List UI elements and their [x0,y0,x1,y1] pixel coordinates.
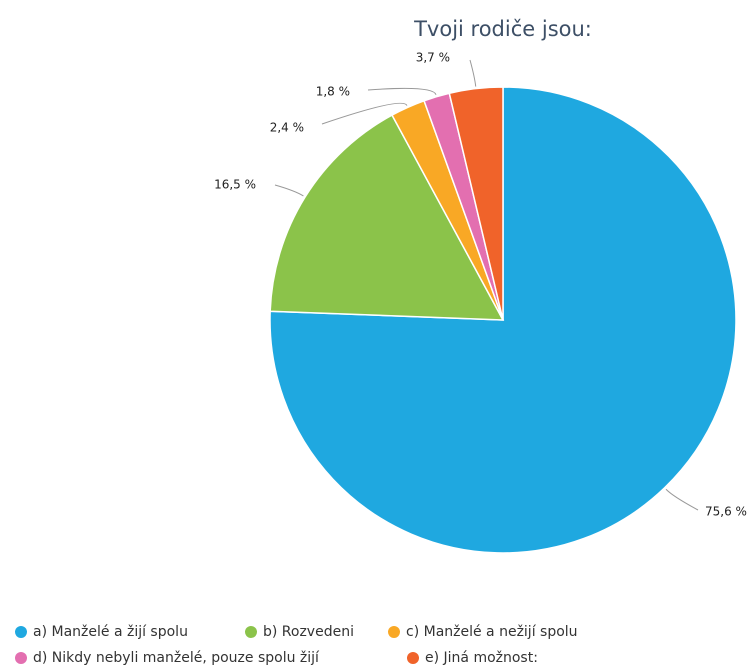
legend-marker [388,626,400,638]
legend-label: a) Manželé a žijí spolu [33,624,188,640]
legend-marker [407,652,419,664]
chart-title: Tvoji rodiče jsou: [413,17,592,41]
data-label: 16,5 % [214,178,256,192]
leader-line [367,87,437,96]
legend-marker [15,626,27,638]
leader-line [274,184,304,197]
legend-label: c) Manželé a nežijí spolu [406,624,578,640]
data-label: 2,4 % [270,121,304,135]
pie-slice [448,86,504,321]
data-label: 3,7 % [416,51,450,65]
data-label: 1,8 % [316,85,350,99]
legend-label: d) Nikdy nebyli manželé, pouze spolu žij… [33,650,320,666]
leader-line [321,102,408,125]
leader-line [469,59,477,87]
legend-marker [15,652,27,664]
data-label: 75,6 % [705,505,747,519]
legend-marker [245,626,257,638]
pie-slice [269,114,505,321]
legend-label: b) Rozvedeni [263,624,354,640]
legend-label: e) Jiná možnost: [425,650,538,666]
leader-line [665,488,699,511]
